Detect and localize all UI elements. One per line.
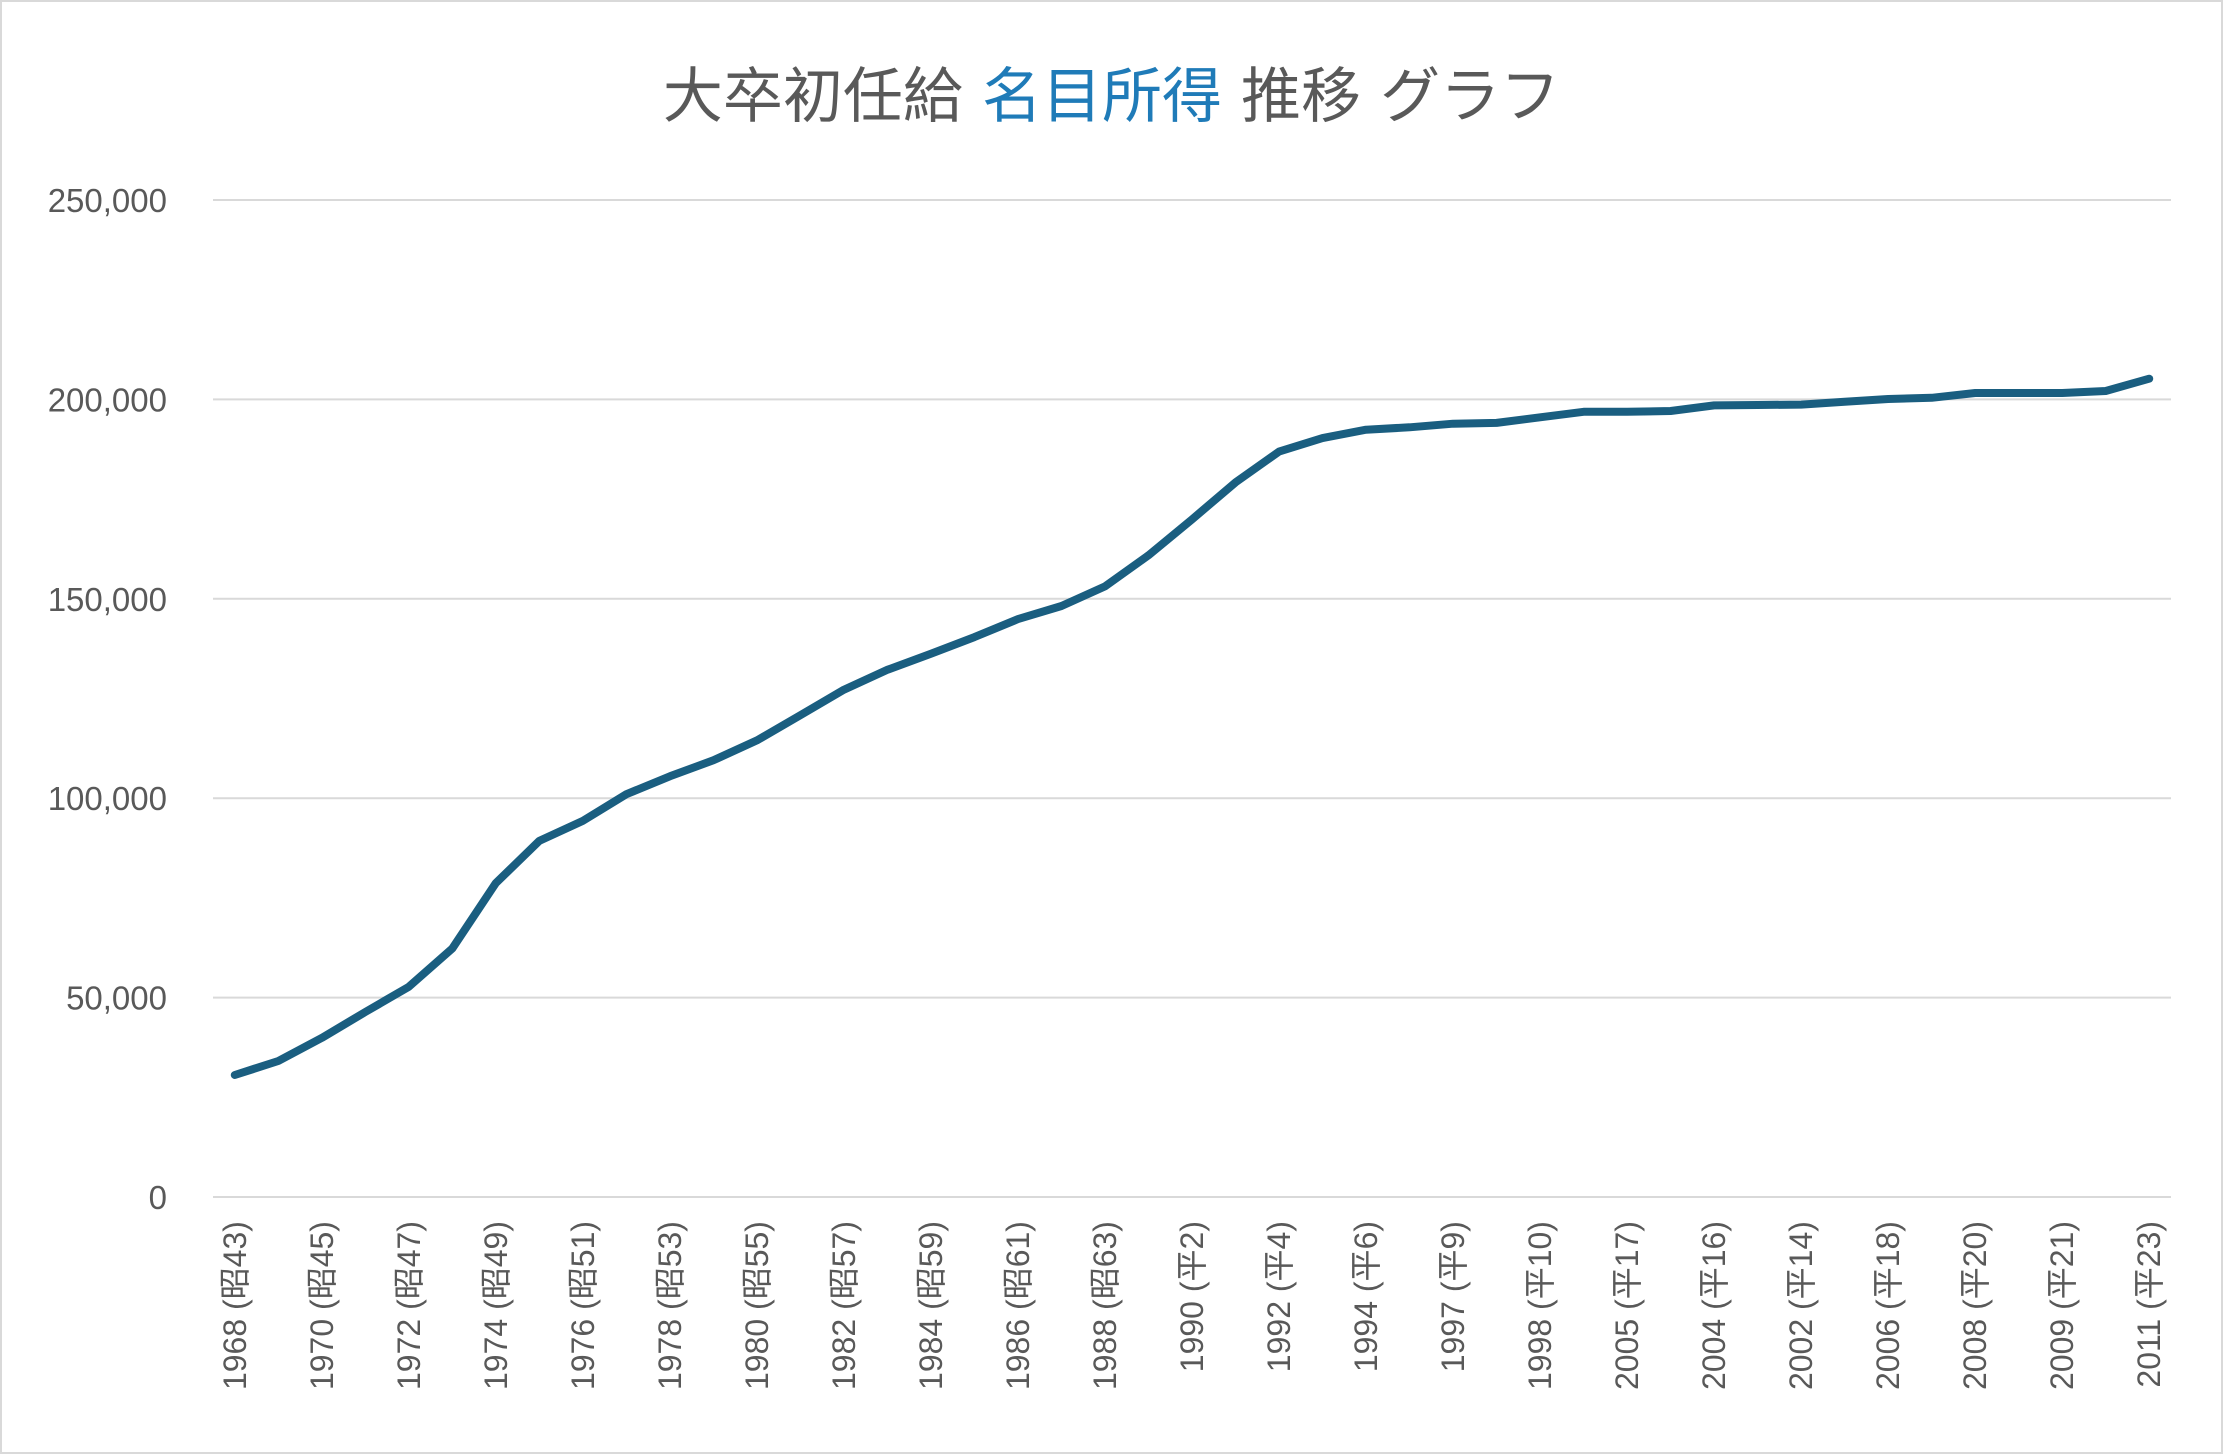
x-tick-label: 1980 (昭55) bbox=[739, 1221, 775, 1390]
title-suffix: 推移 グラフ bbox=[1241, 62, 1561, 132]
chart-title: 大卒初任給 名目所得 推移 グラフ bbox=[0, 48, 2223, 135]
title-prefix: 大卒初任給 bbox=[662, 62, 963, 132]
x-tick-label: 1992 (平4) bbox=[1261, 1221, 1297, 1372]
x-axis-tick-labels: 1968 (昭43) 1970 (昭45) 1972 (昭47) 1974 (昭49)… bbox=[217, 1221, 2167, 1390]
y-tick-label: 100,000 bbox=[48, 780, 167, 817]
x-tick-label: 1972 (昭47) bbox=[391, 1221, 427, 1390]
x-tick-label: 1990 (平2) bbox=[1174, 1221, 1210, 1372]
y-tick-label: 0 bbox=[149, 1179, 167, 1216]
y-tick-label: 250,000 bbox=[48, 182, 167, 219]
x-tick-label: 2004 (平16) bbox=[1696, 1221, 1732, 1390]
x-tick-label: 1986 (昭61) bbox=[1000, 1221, 1036, 1390]
series-line bbox=[230, 374, 2154, 1079]
x-tick-label: 1978 (昭53) bbox=[652, 1221, 688, 1390]
y-tick-label: 50,000 bbox=[66, 980, 167, 1017]
x-tick-label: 1998 (平10) bbox=[1522, 1221, 1558, 1390]
x-tick-label: 2011 (平23) bbox=[2131, 1221, 2167, 1388]
x-tick-label: 1988 (昭63) bbox=[1087, 1221, 1123, 1390]
x-tick-label: 1974 (昭49) bbox=[478, 1221, 514, 1390]
x-tick-label: 1970 (昭45) bbox=[304, 1221, 340, 1390]
x-tick-label: 1982 (昭57) bbox=[826, 1221, 862, 1390]
x-tick-label: 2009 (平21) bbox=[2044, 1221, 2080, 1390]
x-tick-label: 2006 (平18) bbox=[1870, 1221, 1906, 1390]
x-tick-label: 2002 (平14) bbox=[1783, 1221, 1819, 1390]
x-tick-label: 2008 (平20) bbox=[1957, 1221, 1993, 1390]
x-tick-label: 1984 (昭59) bbox=[913, 1221, 949, 1390]
x-tick-label: 1997 (平9) bbox=[1435, 1221, 1471, 1372]
gridlines bbox=[213, 199, 2171, 1198]
x-tick-label: 2005 (平17) bbox=[1609, 1221, 1645, 1390]
y-tick-label: 150,000 bbox=[48, 581, 167, 618]
y-axis-tick-labels: 0 50,000 100,000 150,000 200,000 250,000 bbox=[48, 182, 167, 1216]
x-tick-label: 1994 (平6) bbox=[1348, 1221, 1384, 1372]
title-highlight: 名目所得 bbox=[981, 62, 1222, 132]
series-group bbox=[230, 374, 2154, 1079]
x-tick-label: 1976 (昭51) bbox=[565, 1221, 601, 1390]
x-tick-label: 1968 (昭43) bbox=[217, 1221, 253, 1390]
y-tick-label: 200,000 bbox=[48, 381, 167, 418]
